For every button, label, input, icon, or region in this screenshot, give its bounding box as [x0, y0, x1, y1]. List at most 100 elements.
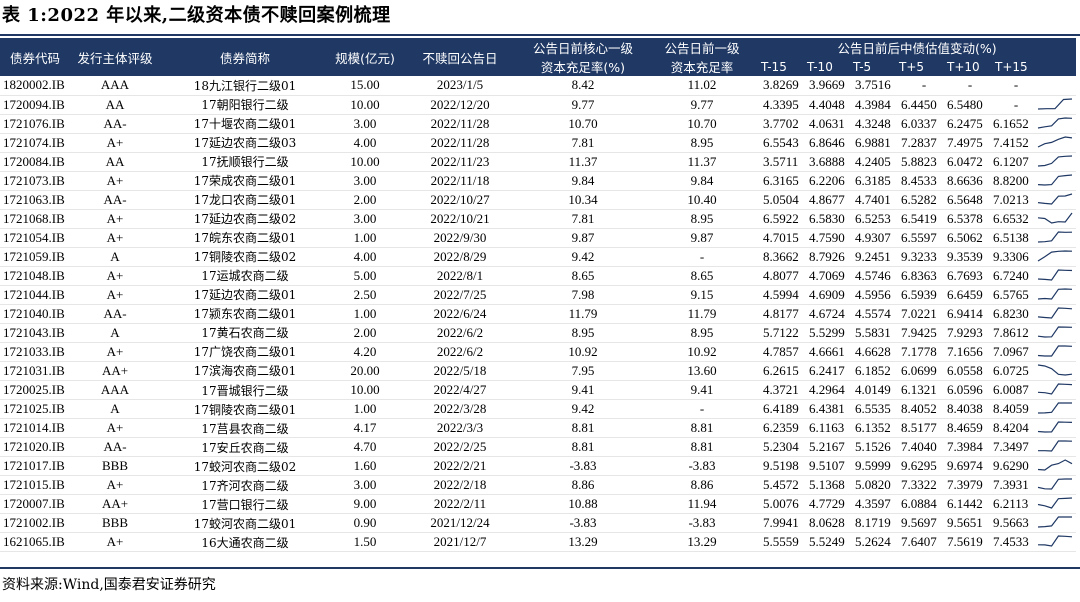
issuer-rating: A+ [70, 266, 160, 286]
valuation-value: 4.7729 [809, 496, 845, 512]
valuation-value: 6.3165 [763, 172, 799, 188]
core-tier1-ratio: 11.79 [520, 304, 646, 324]
sparkline-series [1037, 421, 1073, 433]
valuation-value: 3.8269 [763, 77, 799, 93]
core-tier1-ratio: 8.81 [520, 437, 646, 458]
core-tier1-ratio: 9.77 [520, 95, 646, 115]
bond-code: 1721015.IB [0, 475, 70, 496]
trend-sparkline-cell [1036, 152, 1077, 172]
core-tier1-ratio: -3.83 [520, 513, 646, 534]
valuation-value: - [1013, 77, 1019, 93]
issuer-rating: A+ [70, 285, 160, 305]
valuation-value: 7.9293 [947, 324, 983, 340]
valuation-value: 4.0631 [809, 115, 845, 131]
bond-name: 17荣成农商二级01 [160, 171, 330, 191]
top-rule [0, 34, 1080, 36]
valuation-value: 9.5663 [993, 515, 1029, 531]
core-tier1-ratio: 8.86 [520, 475, 646, 496]
announce-date: 2022/11/23 [400, 152, 520, 172]
valuation-value: 4.5746 [855, 267, 891, 283]
valuation-value: 6.4189 [763, 401, 799, 417]
valuation-value: 5.5299 [809, 324, 845, 340]
trend-sparkline-cell [1036, 380, 1077, 401]
trend-sparkline-cell [1036, 513, 1077, 534]
issuer-rating: A+ [70, 228, 160, 248]
valuation-value: 7.9941 [763, 515, 799, 531]
core-tier1-ratio: 7.81 [520, 209, 646, 229]
tier1-ratio: - [646, 247, 758, 267]
announce-date: 2022/3/3 [400, 418, 520, 439]
announce-date: 2022/3/28 [400, 399, 520, 420]
announce-date: 2021/12/7 [400, 532, 520, 553]
issuer-rating: AA+ [70, 494, 160, 515]
trend-sparkline [1038, 440, 1073, 452]
valuation-value: 6.9881 [855, 134, 891, 150]
issuer-rating: A+ [70, 209, 160, 229]
valuation-value: 6.0558 [947, 362, 983, 378]
valuation-value: 6.0087 [993, 382, 1029, 398]
valuation-value: 9.5107 [809, 458, 845, 474]
valuation-value: 4.5994 [763, 286, 799, 302]
sparkline-series [1037, 269, 1073, 281]
valuation-value: 6.0884 [901, 496, 937, 512]
sparkline-series [1037, 135, 1073, 148]
valuation-value: 6.2615 [763, 362, 799, 378]
trend-sparkline [1037, 212, 1073, 224]
bond-name: 17营口银行二级 [160, 494, 330, 515]
issuer-rating: A+ [70, 133, 160, 153]
sparkline-series [1037, 231, 1073, 243]
header-offset-label: T-15 [761, 59, 787, 74]
announce-date: 2022/5/18 [400, 361, 520, 382]
trend-sparkline-cell [1036, 114, 1077, 134]
table-row: 1721002.IB BBB 17蛟河农商二级01 0.90 2021/12/24 -3.… [0, 513, 1077, 534]
bond-code: 1721025.IB [0, 399, 70, 420]
valuation-value: 8.4038 [947, 401, 983, 417]
valuation-value: 8.4059 [993, 401, 1029, 417]
valuation-value: 6.2417 [809, 362, 845, 378]
valuation-value: 6.0472 [947, 153, 983, 169]
trend-sparkline-cell [1036, 285, 1077, 305]
table-row: 1721031.IB AA+ 17滨海农商二级01 20.00 2022/5/18 7.9… [0, 361, 1077, 382]
issuer-rating: AA- [70, 437, 160, 458]
trend-sparkline-cell [1036, 323, 1077, 343]
valuation-value: 5.2167 [809, 439, 845, 455]
bond-code: 1720094.IB [0, 95, 70, 115]
header-change-title: 公告日前后中债估值变动(%) [758, 38, 1077, 57]
sparkline-series [1037, 402, 1072, 414]
tier1-ratio: 13.29 [646, 532, 758, 553]
valuation-value: 4.6909 [809, 286, 845, 302]
announce-date: 2022/2/25 [400, 437, 520, 458]
issue-scale: 4.00 [330, 133, 400, 153]
issue-scale: 2.00 [330, 190, 400, 210]
sparkline-series [1037, 516, 1072, 528]
bond-code: 1721002.IB [0, 513, 70, 534]
issuer-rating: A+ [70, 171, 160, 191]
bottom-rule [0, 567, 1080, 569]
trend-sparkline [1037, 383, 1073, 395]
trend-sparkline-cell [1036, 418, 1077, 439]
bond-code: 1621065.IB [0, 532, 70, 553]
bond-code: 1720084.IB [0, 152, 70, 172]
sparkline-series [1037, 116, 1073, 129]
issue-scale: 0.90 [330, 513, 400, 534]
valuation-value: 3.7516 [855, 77, 891, 93]
announce-date: 2022/8/1 [400, 266, 520, 286]
issuer-rating: AA+ [70, 361, 160, 382]
trend-sparkline [1037, 193, 1073, 205]
valuation-value: 6.1207 [993, 153, 1029, 169]
valuation-value: 4.0149 [855, 382, 891, 398]
bond-code: 1721073.IB [0, 171, 70, 191]
header-offsets: T-15 T-10 T-5 T+5 T+10 T+15 [758, 57, 1036, 76]
bond-name: 17蛟河农商二级01 [160, 513, 330, 534]
valuation-values: 5.0504 4.8677 4.7401 6.5282 6.5648 7.0213 [758, 190, 1036, 210]
tier1-ratio: 8.65 [646, 266, 758, 286]
issuer-rating: AA- [70, 190, 160, 210]
trend-sparkline-cell [1036, 399, 1077, 420]
trend-sparkline [1037, 535, 1073, 547]
tier1-ratio: -3.83 [646, 456, 758, 477]
announce-date: 2022/2/18 [400, 475, 520, 496]
table-row: 1721068.IB A+ 17延边农商二级02 3.00 2022/10/21 7.81… [0, 209, 1077, 229]
valuation-value: 6.9414 [947, 305, 983, 321]
valuation-value: 4.4048 [809, 96, 845, 112]
issue-scale: 10.00 [330, 380, 400, 401]
